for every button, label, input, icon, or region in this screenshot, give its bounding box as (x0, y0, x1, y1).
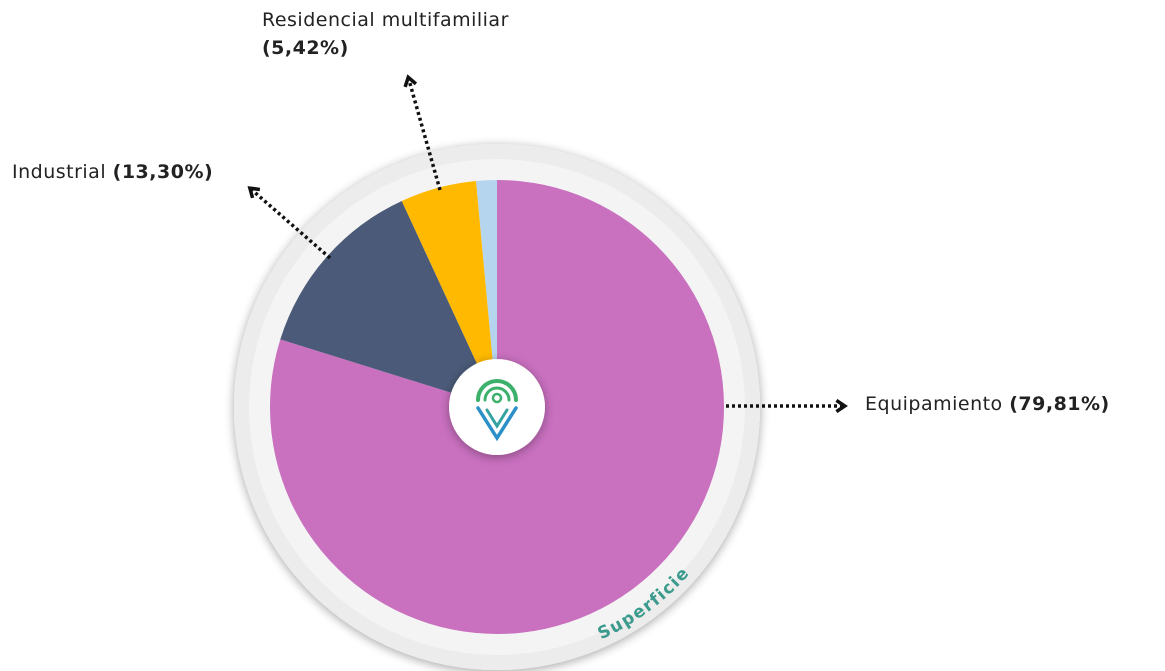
pie-slice (280, 200, 497, 407)
leader-line (409, 80, 442, 191)
slice-label: Residencial multifamiliar (5,42%) (262, 6, 542, 62)
leader-line (252, 190, 332, 260)
category-label: Residencial multifamiliar (262, 9, 509, 31)
slice-label: Industrial (13,30%) (12, 158, 272, 186)
value-label: (79,81%) (1009, 393, 1110, 415)
slice-label: Equipamiento (79,81%) (865, 390, 1165, 418)
logo (476, 379, 518, 442)
value-label: (5,42%) (262, 37, 349, 59)
center-badge (449, 359, 545, 455)
value-label: (13,30%) (112, 161, 214, 183)
pie-slice (401, 180, 497, 407)
pie-slice (476, 180, 497, 407)
category-label: Equipamiento (865, 393, 1003, 415)
category-label: Industrial (12, 161, 107, 183)
